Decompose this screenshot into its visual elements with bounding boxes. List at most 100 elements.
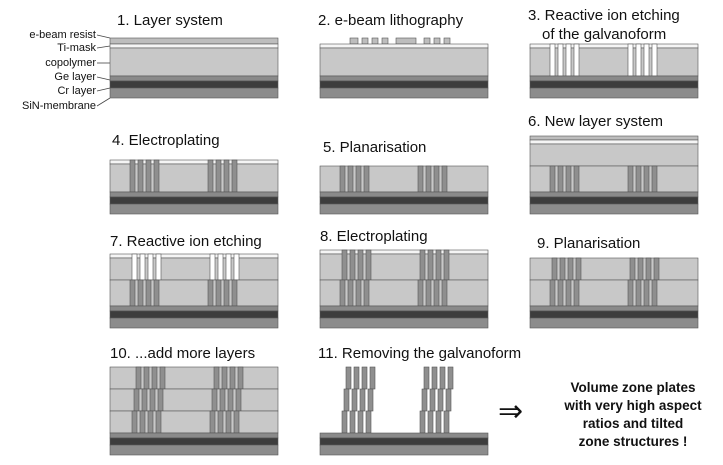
metal-zone (441, 279, 448, 307)
metal-zone (359, 388, 366, 412)
metal-zone (153, 159, 160, 193)
resist-pattern (371, 37, 379, 45)
resist-pattern (349, 37, 359, 45)
metal-zone (361, 366, 368, 390)
result-line-3: ratios and tilted (583, 416, 684, 431)
metal-zone (653, 257, 660, 281)
metal-zone (339, 165, 346, 193)
metal-zone (135, 366, 142, 390)
sin-membrane (109, 444, 279, 456)
step-9-title: 9. Planarisation (537, 235, 640, 252)
panel-8-electroplating (319, 249, 489, 329)
cr-layer (109, 80, 279, 89)
metal-zone (345, 366, 352, 390)
copolymer-layer (319, 253, 489, 281)
metal-zone (347, 165, 354, 193)
sin-membrane (109, 317, 279, 329)
etched-trench (643, 43, 650, 77)
metal-zone (573, 279, 580, 307)
copolymer-layer (109, 366, 279, 390)
cr-layer (319, 310, 489, 319)
metal-zone (137, 279, 144, 307)
metal-zone (565, 279, 572, 307)
panel-10-more-layers (109, 366, 279, 456)
metal-zone (215, 279, 222, 307)
panel-6-new-layer-system (529, 135, 699, 215)
metal-zone (355, 165, 362, 193)
step-8-title: 8. Electroplating (320, 228, 428, 245)
metal-zone (635, 279, 642, 307)
metal-zone (551, 257, 558, 281)
ge-layer (319, 75, 489, 82)
metal-zone (207, 159, 214, 193)
metal-zone (427, 410, 434, 434)
ge-layer (319, 191, 489, 198)
etched-trench (155, 253, 162, 281)
cr-layer (109, 310, 279, 319)
ti-mask-layer (529, 139, 699, 145)
copolymer-layer (529, 143, 699, 167)
metal-zone (225, 410, 232, 434)
panel-5-planarisation (319, 165, 489, 215)
metal-zone (369, 366, 376, 390)
metal-zone (363, 279, 370, 307)
metal-zone (443, 249, 450, 281)
metal-zone (425, 279, 432, 307)
ge-layer (109, 432, 279, 439)
step-3-title: 3. Reactive ion etching (528, 7, 680, 24)
cr-layer (529, 196, 699, 205)
ge-layer (109, 305, 279, 312)
sin-membrane (319, 203, 489, 215)
resist-layer (529, 135, 699, 141)
etched-trench (635, 43, 642, 77)
cr-layer (319, 196, 489, 205)
layer-label-sin: SiN-membrane (22, 100, 96, 112)
cr-layer (109, 196, 279, 205)
metal-zone (223, 159, 230, 193)
layer-labels: e-beam resist Ti-mask copolymer Ge layer… (22, 29, 111, 112)
ti-mask-layer (319, 43, 489, 49)
sin-membrane (529, 203, 699, 215)
metal-zone (365, 410, 372, 434)
sin-membrane (319, 444, 489, 456)
resist-pattern (443, 37, 451, 45)
metal-zone (137, 159, 144, 193)
metal-zone (627, 165, 634, 193)
metal-zone (209, 410, 216, 434)
layer-label-ti-mask: Ti-mask (57, 42, 96, 54)
metal-zone (565, 165, 572, 193)
metal-zone (131, 410, 138, 434)
metal-zone (365, 249, 372, 281)
sin-membrane (319, 87, 489, 99)
leader-line-resist (96, 34, 111, 39)
metal-zone (157, 388, 164, 412)
layer-label-ge: Ge layer (54, 71, 96, 83)
etched-trench (549, 43, 556, 77)
metal-zone (211, 388, 218, 412)
metal-zone (227, 388, 234, 412)
etched-trench (209, 253, 216, 281)
metal-zone (433, 279, 440, 307)
metal-zone (431, 366, 438, 390)
layer-label-copolymer: copolymer (45, 57, 96, 69)
metal-zone (229, 366, 236, 390)
metal-zone (221, 366, 228, 390)
ge-layer (529, 305, 699, 312)
metal-zone (237, 366, 244, 390)
process-panels (109, 37, 699, 456)
metal-zone (149, 388, 156, 412)
ge-layer (109, 75, 279, 82)
panel-2-lithography (319, 37, 489, 99)
metal-zone (343, 388, 350, 412)
metal-zone (567, 257, 574, 281)
resist-layer (109, 37, 279, 45)
metal-zone (419, 249, 426, 281)
step-2-title: 2. e-beam lithography (318, 12, 464, 29)
metal-zone (233, 410, 240, 434)
metal-zone (557, 165, 564, 193)
metal-zone (447, 366, 454, 390)
metal-zone (223, 279, 230, 307)
metal-zone (217, 410, 224, 434)
result-line-2: with very high aspect (563, 398, 702, 413)
resist-pattern (395, 37, 417, 45)
